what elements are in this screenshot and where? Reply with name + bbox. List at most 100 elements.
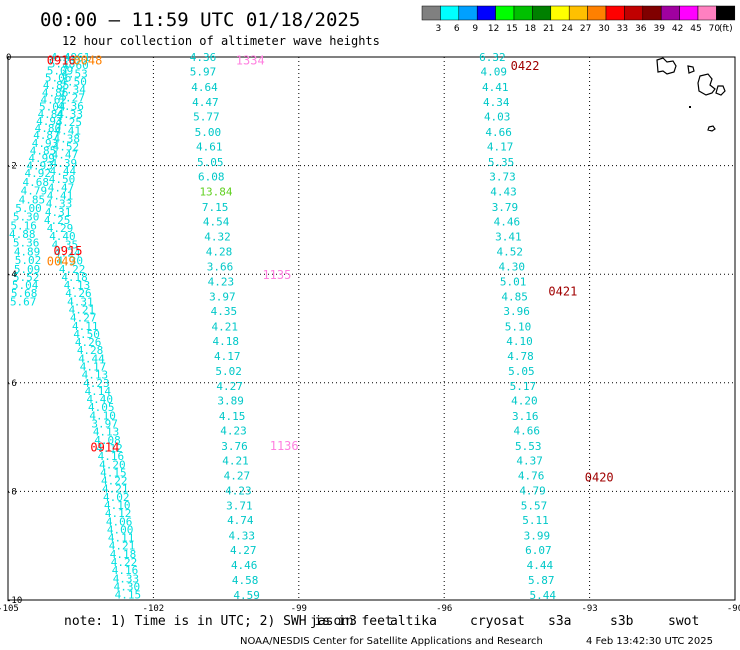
y-tick-label: -8 bbox=[6, 487, 17, 497]
swh-value: 5.10 bbox=[505, 320, 532, 333]
swh-value: 4.33 bbox=[46, 198, 73, 211]
pass-time-label: 0914 bbox=[90, 440, 119, 454]
swh-value: 5.30 bbox=[13, 211, 39, 224]
y-tick-label: -4 bbox=[6, 270, 17, 280]
swh-value: 4.22 bbox=[59, 263, 86, 276]
swh-value: 4.60 bbox=[62, 59, 89, 72]
scale-label: 42 bbox=[672, 24, 683, 34]
swh-value: 4.23 bbox=[208, 275, 235, 288]
y-tick-label: -6 bbox=[6, 379, 17, 389]
swh-value: 5.00 bbox=[15, 202, 42, 215]
y-tick-label: -2 bbox=[6, 162, 17, 172]
swh-value: 4.10 bbox=[104, 499, 130, 512]
swh-value: 6.32 bbox=[479, 51, 506, 64]
swh-value: 4.25 bbox=[44, 214, 71, 227]
swh-value: 7.15 bbox=[202, 201, 229, 214]
swh-value: 4.25 bbox=[55, 116, 81, 129]
swh-value: 5.02 bbox=[215, 365, 242, 378]
swh-value: 5.52 bbox=[13, 271, 39, 284]
scale-swatch bbox=[697, 5, 717, 21]
swh-value: 5.17 bbox=[510, 380, 537, 393]
plot-area: 4.495.185.095.064.854.864.625.044.844.93… bbox=[7, 51, 736, 602]
swh-value: 5.97 bbox=[190, 66, 217, 79]
swh-value: 4.17 bbox=[487, 141, 514, 154]
swh-value: 4.11 bbox=[108, 532, 135, 545]
swh-value: 4.54 bbox=[203, 216, 230, 229]
swh-value: 4.31 bbox=[67, 295, 94, 308]
swh-value: 4.30 bbox=[114, 580, 141, 593]
swh-value: 4.28 bbox=[77, 344, 104, 357]
swh-value: 3.41 bbox=[495, 231, 521, 244]
swh-value: 5.00 bbox=[195, 126, 222, 139]
swh-value: 4.33 bbox=[229, 529, 256, 542]
swh-value: 4.27 bbox=[70, 312, 97, 325]
swh-value: 4.13 bbox=[82, 369, 109, 382]
swh-value: 5.11 bbox=[522, 514, 549, 527]
swh-value: 4.41 bbox=[482, 81, 509, 94]
swh-value: 4.12 bbox=[105, 507, 132, 520]
y-tick-label: -10 bbox=[6, 596, 22, 606]
swh-value: 5.04 bbox=[39, 100, 66, 113]
swh-value: 4.10 bbox=[506, 335, 532, 348]
x-tick-label: -90 bbox=[727, 604, 740, 614]
swh-value: 4.15 bbox=[115, 589, 142, 602]
swh-value: 4.61 bbox=[64, 51, 90, 64]
swh-value: 4.93 bbox=[32, 137, 58, 150]
scale-label: 9 bbox=[472, 24, 478, 34]
swh-value: 4.47 bbox=[48, 181, 75, 194]
swh-value: 4.44 bbox=[527, 559, 554, 572]
swh-value: 5.05 bbox=[197, 156, 224, 169]
swh-value: 4.30 bbox=[56, 255, 83, 268]
swh-value: 4.39 bbox=[51, 157, 78, 170]
x-tick-label: -99 bbox=[291, 604, 307, 614]
swh-value: 3.97 bbox=[209, 290, 236, 303]
coastline-islands bbox=[656, 57, 726, 132]
swh-value: 4.23 bbox=[83, 377, 110, 390]
swh-value: 4.21 bbox=[222, 454, 249, 467]
swh-value: 3.66 bbox=[207, 261, 234, 274]
swh-value: 4.27 bbox=[216, 380, 243, 393]
swh-value: 4.36 bbox=[190, 51, 217, 64]
swh-value: 4.15 bbox=[100, 466, 127, 479]
swh-value: 4.44 bbox=[78, 352, 105, 365]
swh-value: 4.33 bbox=[56, 108, 83, 121]
scale-swatch bbox=[568, 5, 588, 21]
swh-value: 3.79 bbox=[492, 201, 519, 214]
swh-value: 5.68 bbox=[11, 287, 38, 300]
swh-value: 4.26 bbox=[75, 336, 102, 349]
scale-label: 33 bbox=[617, 24, 628, 34]
scale-swatch bbox=[513, 5, 533, 21]
swh-value: 4.27 bbox=[58, 92, 85, 105]
swh-value: 4.21 bbox=[69, 303, 96, 316]
swh-value: 5.53 bbox=[515, 440, 542, 453]
swh-value: 4.21 bbox=[212, 320, 239, 333]
satellite-legend-item: s3b bbox=[610, 614, 634, 629]
pass-time-label: 1135 bbox=[262, 268, 291, 282]
x-tick-label: -96 bbox=[436, 604, 452, 614]
swh-value: 5.35 bbox=[488, 156, 515, 169]
swh-value: 4.85 bbox=[501, 290, 527, 303]
swh-value: 4.21 bbox=[109, 540, 136, 553]
swh-value: 4.62 bbox=[40, 93, 67, 106]
scale-swatch bbox=[421, 5, 441, 21]
scale-swatch bbox=[624, 5, 644, 21]
swh-value: 4.92 bbox=[24, 167, 51, 180]
scale-label: 30 bbox=[598, 24, 610, 34]
scale-label: 27 bbox=[580, 24, 591, 34]
swh-value: 4.49 bbox=[51, 51, 78, 64]
scale-swatch bbox=[458, 5, 478, 21]
x-tick-label: -93 bbox=[581, 604, 597, 614]
swh-value: 4.78 bbox=[507, 350, 534, 363]
swh-value: 4.08 bbox=[94, 434, 121, 447]
swh-value: 3.76 bbox=[221, 440, 248, 453]
swh-value: 4.31 bbox=[45, 206, 72, 219]
swh-value: 4.13 bbox=[64, 279, 90, 292]
swh-value: 4.14 bbox=[85, 385, 112, 398]
pass-time-label: 0048 bbox=[73, 54, 102, 68]
swh-value: 4.76 bbox=[518, 470, 545, 483]
scale-label: 36 bbox=[635, 24, 647, 34]
swh-value: 4.52 bbox=[497, 245, 524, 258]
scale-swatch bbox=[476, 5, 496, 21]
swh-value: 4.17 bbox=[214, 350, 241, 363]
